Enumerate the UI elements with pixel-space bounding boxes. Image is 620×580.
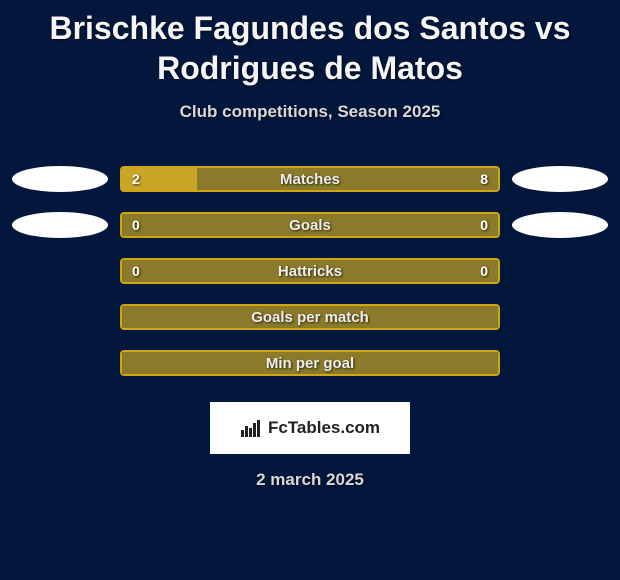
- left-oval-slot: [0, 166, 120, 192]
- stat-bar: Goals per match: [120, 304, 500, 330]
- stat-bar: Min per goal: [120, 350, 500, 376]
- right-fill: [197, 168, 498, 190]
- player-left-oval: [12, 166, 108, 192]
- stat-rows: 2 Matches 8 0 Goals 0: [0, 156, 620, 386]
- stat-bar: 0 Goals 0: [120, 212, 500, 238]
- right-fill: [122, 214, 498, 236]
- logo-text: FcTables.com: [268, 418, 380, 438]
- stat-row: Goals per match: [0, 294, 620, 340]
- bars-icon: [240, 418, 262, 438]
- stat-bar: 2 Matches 8: [120, 166, 500, 192]
- right-oval-slot: [500, 212, 620, 238]
- logo-box: FcTables.com: [210, 402, 410, 454]
- right-fill: [122, 352, 498, 374]
- stat-row: 0 Hattricks 0: [0, 248, 620, 294]
- player-left-oval: [12, 212, 108, 238]
- player-right-oval: [512, 212, 608, 238]
- left-fill: [122, 168, 197, 190]
- page-title: Brischke Fagundes dos Santos vs Rodrigue…: [0, 0, 620, 88]
- right-fill: [122, 260, 498, 282]
- left-oval-slot: [0, 212, 120, 238]
- stat-row: Min per goal: [0, 340, 620, 386]
- right-fill: [122, 306, 498, 328]
- right-oval-slot: [500, 166, 620, 192]
- comparison-card: Brischke Fagundes dos Santos vs Rodrigue…: [0, 0, 620, 580]
- date-text: 2 march 2025: [0, 470, 620, 490]
- subtitle: Club competitions, Season 2025: [0, 102, 620, 122]
- player-right-oval: [512, 166, 608, 192]
- stat-bar: 0 Hattricks 0: [120, 258, 500, 284]
- stat-row: 2 Matches 8: [0, 156, 620, 202]
- stat-row: 0 Goals 0: [0, 202, 620, 248]
